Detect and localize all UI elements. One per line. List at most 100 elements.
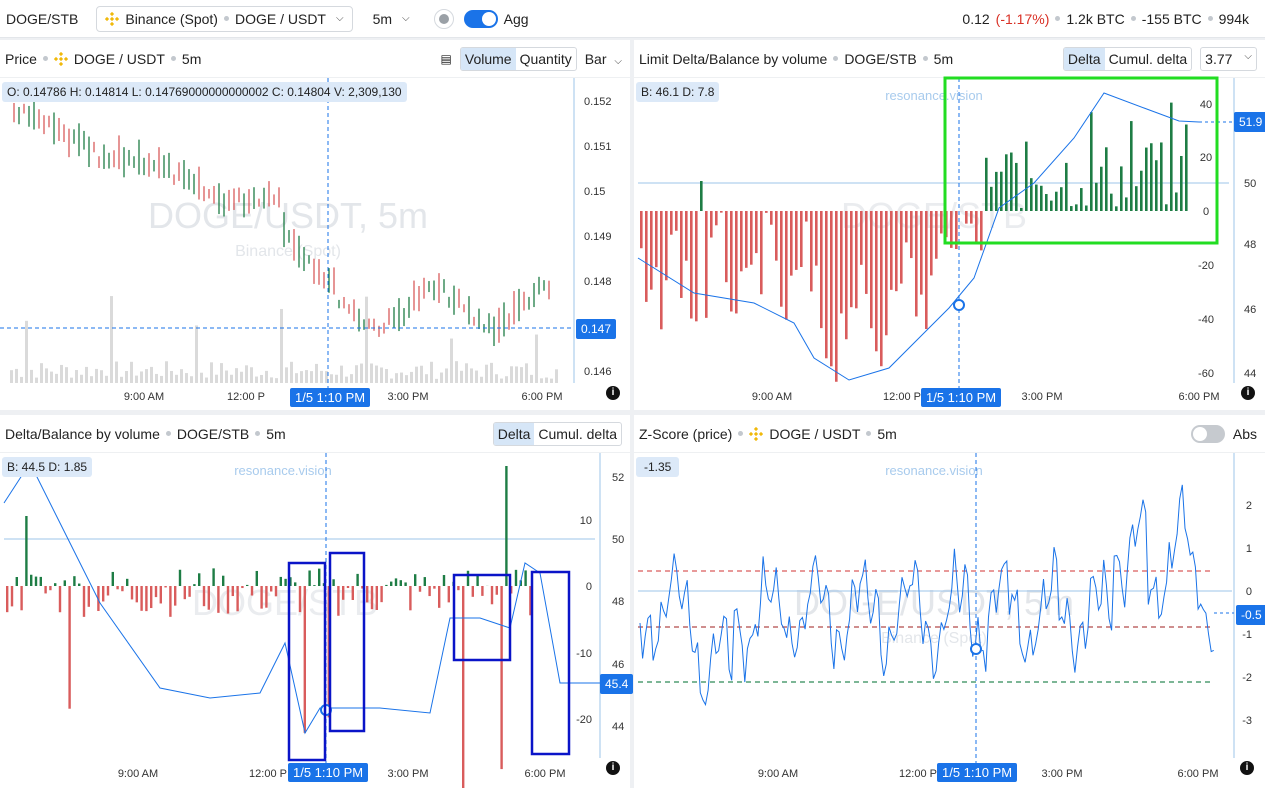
delta-bar bbox=[935, 211, 938, 259]
volume-bar bbox=[290, 361, 293, 383]
seg-cumul-delta[interactable]: Cumul. delta bbox=[1108, 50, 1188, 67]
volume-bar bbox=[470, 368, 473, 383]
volume-bar bbox=[185, 373, 188, 383]
delta-bar bbox=[1055, 191, 1058, 211]
delta-bar bbox=[106, 586, 110, 596]
delta-mode-switch: Delta Cumul. delta bbox=[1062, 46, 1193, 71]
delta-bar bbox=[356, 573, 359, 586]
limit-delta-chart[interactable]: DOGE/STB resonance.vision 40 20 0 -20 -40 -60 50… bbox=[634, 76, 1265, 410]
panel-title: Delta/Balance by volume bbox=[5, 425, 160, 442]
delta-bar bbox=[279, 576, 282, 586]
delta-bar bbox=[116, 586, 119, 590]
delta-bar bbox=[930, 211, 933, 276]
delta-bar bbox=[1065, 162, 1068, 211]
delta-bar bbox=[250, 586, 254, 596]
delta-bar bbox=[332, 579, 335, 586]
delta-bar bbox=[375, 586, 378, 610]
x-tick-label: 3:00 PM bbox=[388, 768, 429, 780]
delta-bar bbox=[183, 586, 186, 600]
delta-bar bbox=[1045, 194, 1048, 211]
delta-bar bbox=[495, 586, 498, 595]
y-tick-label: 0.151 bbox=[584, 141, 612, 153]
threshold-select[interactable]: 3.77 ⌵ bbox=[1200, 46, 1257, 71]
delta-bar bbox=[102, 586, 105, 602]
volume-bar bbox=[45, 368, 48, 383]
timeframe-select[interactable]: 5m ⌵ bbox=[373, 11, 410, 27]
volume-bar bbox=[175, 374, 178, 383]
delta-bar bbox=[505, 466, 508, 586]
y-left-tick: -20 bbox=[576, 714, 592, 726]
delta-bar bbox=[755, 211, 758, 254]
delta-bar bbox=[1185, 124, 1188, 211]
cursor-point bbox=[953, 299, 965, 311]
x-tick-label: 3:00 PM bbox=[1022, 391, 1063, 403]
abs-toggle[interactable] bbox=[1190, 424, 1225, 443]
ruler-icon[interactable]: ▤ bbox=[440, 51, 452, 66]
separator-dot bbox=[1055, 16, 1061, 21]
info-icon[interactable]: i bbox=[1240, 761, 1254, 775]
delta-bar bbox=[97, 586, 100, 612]
chart-type-select[interactable]: Bar ⌵ bbox=[585, 51, 622, 67]
seg-quantity[interactable]: Quantity bbox=[519, 50, 572, 67]
record-button[interactable] bbox=[433, 8, 454, 29]
binance-icon bbox=[105, 11, 120, 26]
delta-bar bbox=[1035, 184, 1038, 211]
delta-bar bbox=[680, 211, 683, 298]
highlight-box bbox=[287, 561, 327, 762]
seg-delta[interactable]: Delta bbox=[1063, 47, 1105, 70]
volume-bar bbox=[485, 364, 488, 383]
volume-bar bbox=[245, 365, 248, 383]
zscore-line bbox=[639, 484, 1214, 707]
panel-symbol: DOGE / USDT bbox=[73, 50, 165, 67]
info-icon[interactable]: i bbox=[1241, 386, 1255, 400]
delta-bar bbox=[985, 157, 988, 211]
delta-bar bbox=[447, 586, 450, 603]
cursor-time-tag: 1/5 1:10 PM bbox=[921, 388, 1002, 407]
delta-bar bbox=[159, 586, 162, 604]
delta-bar bbox=[414, 574, 417, 586]
volume-bar bbox=[425, 374, 428, 383]
separator-dot bbox=[1130, 16, 1136, 21]
volume-bar bbox=[40, 363, 43, 383]
watermark-text: DOGE/STB bbox=[841, 195, 1027, 236]
delta-chart[interactable]: DOGE/STB resonance.vision 10 0 -10 -20 52 50 48 4… bbox=[0, 453, 630, 788]
last-price-tag: 0.147 bbox=[576, 319, 617, 339]
volume-bar bbox=[60, 364, 63, 383]
delta-bar bbox=[361, 586, 364, 589]
seg-delta[interactable]: Delta bbox=[493, 422, 535, 445]
info-icon[interactable]: i bbox=[606, 386, 620, 400]
separator-dot bbox=[866, 431, 872, 436]
volume-bar bbox=[195, 325, 198, 383]
delta-bar bbox=[58, 586, 62, 613]
delta-bar bbox=[750, 211, 753, 265]
volume-bar bbox=[410, 371, 413, 383]
y-tick-label: 0.146 bbox=[584, 366, 612, 378]
seg-volume[interactable]: Volume bbox=[460, 47, 516, 70]
volume-bar bbox=[350, 374, 353, 383]
balance-tag: 45.4 bbox=[600, 674, 634, 694]
balance-delta-readout: B: 46.1 D: 7.8 bbox=[636, 82, 720, 102]
delta-bar bbox=[20, 586, 23, 611]
info-icon[interactable]: i bbox=[606, 761, 620, 775]
x-tick-label: 9:00 AM bbox=[118, 768, 158, 780]
volume-bar bbox=[90, 376, 93, 383]
volume-bar bbox=[170, 370, 173, 383]
zscore-chart[interactable]: DOGE/USDT, 5m Binance (Spot) resonance.vis… bbox=[634, 453, 1265, 788]
delta-bar bbox=[318, 568, 321, 586]
watermark-text: DOGE/USDT, 5m bbox=[794, 582, 1074, 623]
delta-bar bbox=[63, 580, 66, 586]
pair-name[interactable]: DOGE/STB bbox=[6, 10, 79, 27]
delta-bar bbox=[121, 586, 124, 592]
y-right-tick: 48 bbox=[612, 596, 624, 608]
delta-bar bbox=[850, 211, 853, 308]
delta-bar bbox=[1040, 185, 1043, 211]
y-right-tick: 50 bbox=[612, 534, 624, 546]
seg-cumul-delta[interactable]: Cumul. delta bbox=[538, 425, 617, 442]
delta-bar bbox=[1080, 188, 1083, 211]
exchange-symbol-select[interactable]: Binance (Spot) DOGE / USDT ⌵ bbox=[96, 5, 353, 32]
delta-bar bbox=[660, 211, 663, 330]
volume-bar bbox=[125, 371, 128, 383]
delta-bar bbox=[915, 211, 918, 317]
agg-toggle[interactable] bbox=[463, 9, 498, 28]
